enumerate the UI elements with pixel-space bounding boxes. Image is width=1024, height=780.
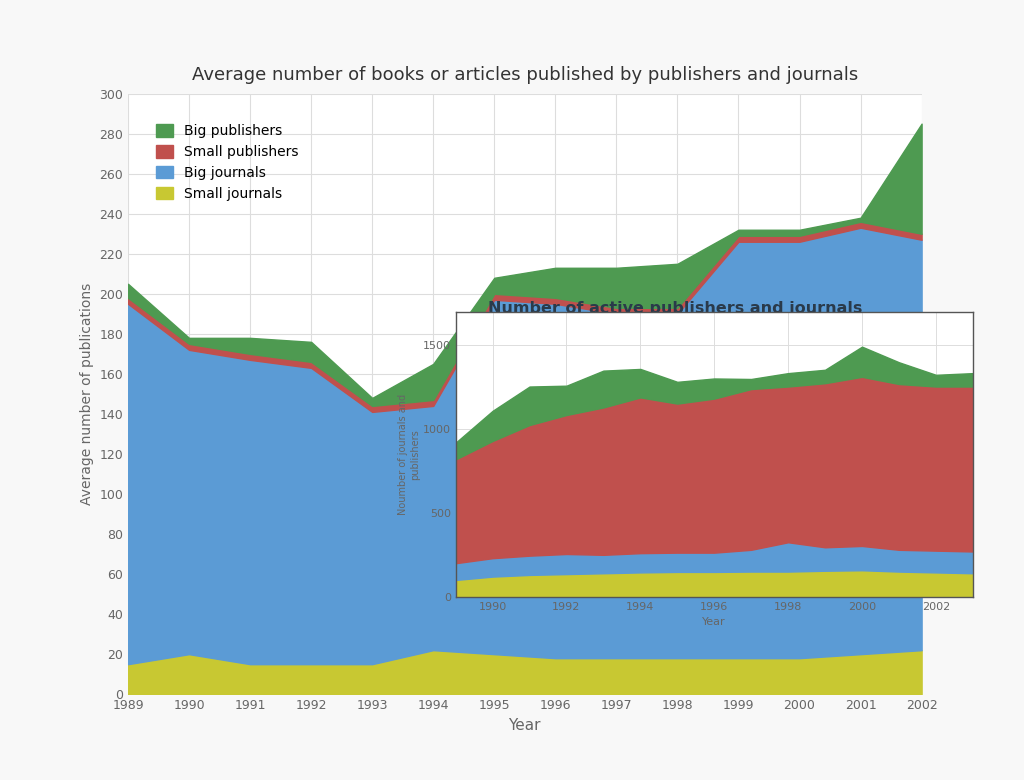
X-axis label: Year: Year: [509, 718, 541, 732]
X-axis label: Year: Year: [702, 617, 726, 627]
Legend: Big publishers, Small publishers, Big journals, Small journals: Big publishers, Small publishers, Big jo…: [151, 119, 304, 207]
Y-axis label: Average number of publications: Average number of publications: [80, 283, 94, 505]
Text: Number of active publishers and journals: Number of active publishers and journals: [488, 301, 863, 316]
Y-axis label: Noumber of journals and
publishers: Noumber of journals and publishers: [398, 394, 420, 515]
Title: Average number of books or articles published by publishers and journals: Average number of books or articles publ…: [191, 66, 858, 83]
